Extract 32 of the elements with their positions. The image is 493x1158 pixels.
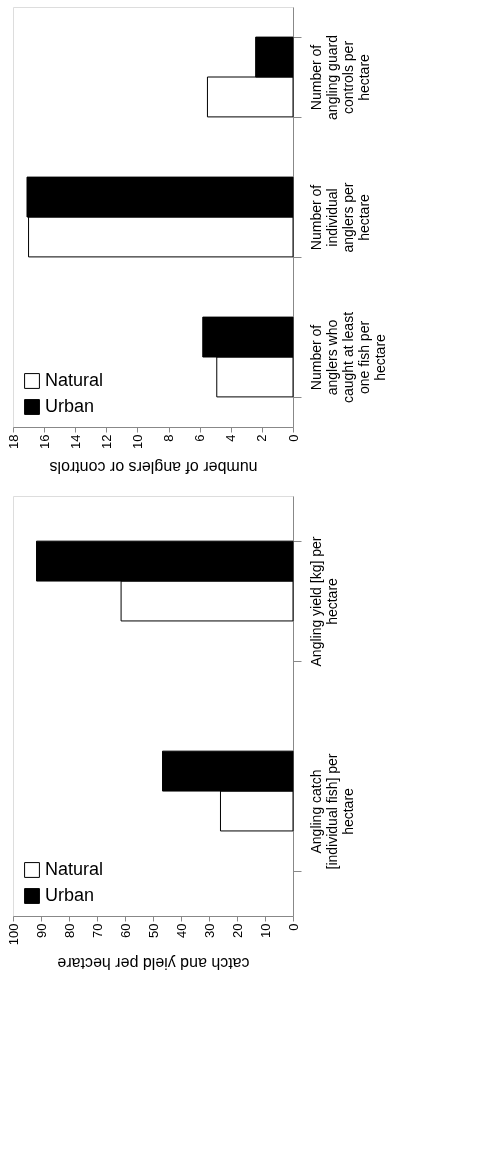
y-tick-label: Number of angling guard controls per hectare	[307, 35, 372, 120]
legend-label: Natural	[45, 859, 104, 879]
x-tick-label: 0	[285, 434, 301, 442]
x-tick-label: 10	[257, 923, 273, 938]
legend-label: Urban	[45, 396, 95, 416]
x-tick-label: 80	[61, 923, 77, 938]
y-tick-label: Angling yield [kg] per hectare	[307, 536, 340, 667]
x-tick-label: 14	[67, 434, 83, 449]
y-tick-label: Number of anglers who caught at least one fish per hectare	[307, 311, 388, 404]
y-tick-label: Angling catch [individual fish] per hectare	[307, 753, 356, 870]
x-tick-label: 50	[145, 923, 161, 938]
x-tick-label: 90	[33, 923, 49, 938]
x-tick-label: 0	[285, 923, 301, 931]
x-axis-title: number of anglers or controls	[49, 458, 258, 476]
x-tick-label: 12	[98, 434, 114, 449]
x-tick-label: 60	[117, 923, 133, 938]
x-tick-label: 100	[5, 923, 21, 946]
x-tick-label: 70	[89, 923, 105, 938]
x-tick-label: 20	[229, 923, 245, 938]
x-tick-label: 16	[36, 434, 52, 449]
x-tick-label: 4	[223, 434, 239, 442]
x-tick-label: 6	[192, 434, 208, 442]
legend-label: Urban	[45, 885, 95, 905]
legend-label: Natural	[45, 370, 104, 390]
x-tick-label: 2	[254, 434, 270, 442]
x-tick-label: 8	[161, 434, 177, 442]
y-tick-label: Number of individual anglers per hectare	[307, 182, 372, 253]
x-tick-label: 40	[173, 923, 189, 938]
x-tick-label: 10	[129, 434, 145, 449]
x-axis-title: catch and yield per hectare	[57, 955, 250, 973]
x-tick-label: 30	[201, 923, 217, 938]
x-tick-label: 18	[5, 434, 21, 449]
